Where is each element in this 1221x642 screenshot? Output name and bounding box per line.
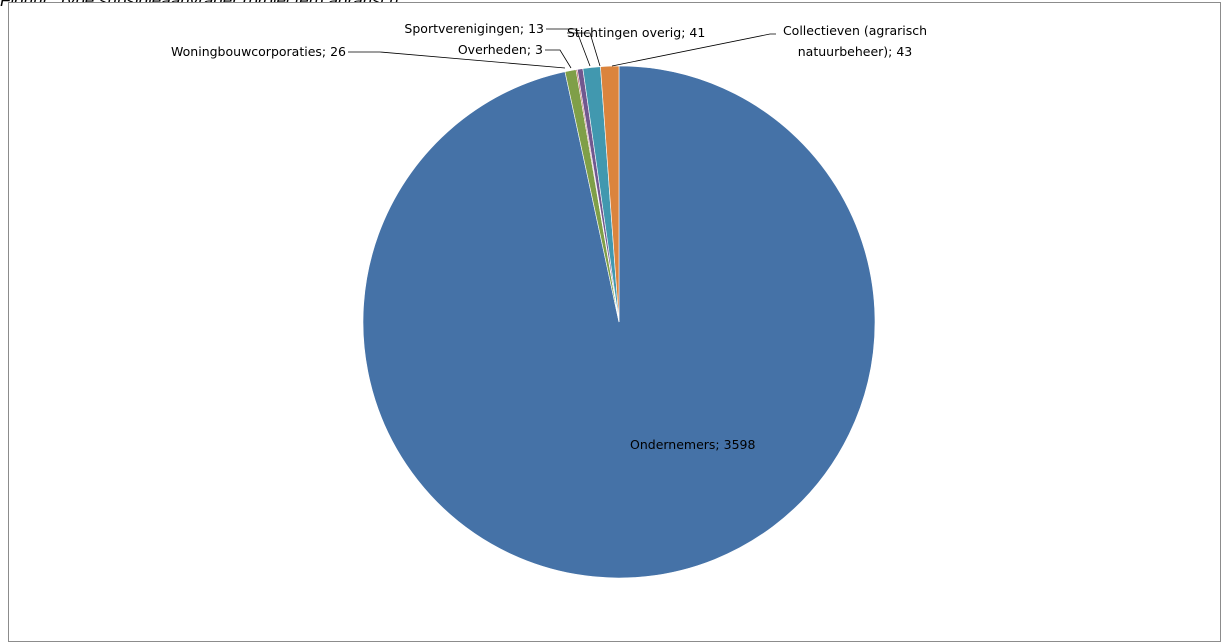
leader-line xyxy=(567,32,601,67)
leader-line xyxy=(546,28,591,67)
label-collectieven-line1: Collectieven (agrarisch xyxy=(783,23,927,38)
label-collectieven-line2: natuurbeheer); 43 xyxy=(798,44,913,59)
pie-slices xyxy=(362,65,876,579)
label-sportverenigingen: Sportverenigingen; 13 xyxy=(404,21,544,36)
leader-line xyxy=(545,49,572,69)
leader-line xyxy=(348,51,566,69)
label-ondernemers: Ondernemers; 3598 xyxy=(630,437,755,452)
label-overheden: Overheden; 3 xyxy=(458,42,543,57)
pie-slice-collectieven-agrarisch-natuurbeheer xyxy=(600,65,620,323)
label-woningbouwcorporaties: Woningbouwcorporaties; 26 xyxy=(171,44,346,59)
leader-lines xyxy=(348,28,776,69)
leader-line xyxy=(611,33,776,67)
label-stichtingen-overig: Stichtingen overig; 41 xyxy=(567,25,705,40)
